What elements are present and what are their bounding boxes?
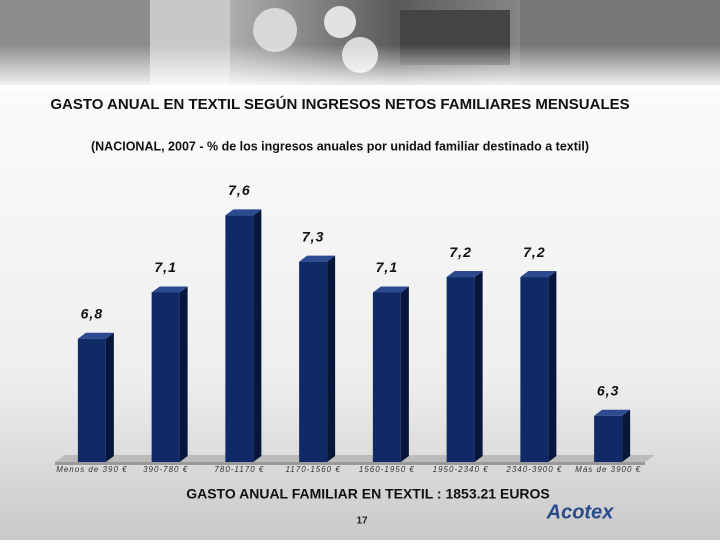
bar-top <box>520 271 557 278</box>
bar <box>594 415 623 462</box>
page-number: 17 <box>356 516 368 527</box>
floor <box>55 455 655 465</box>
x-tick-label: 390-780 € <box>143 465 188 474</box>
x-tick-label: 780-1170 € <box>214 465 264 474</box>
x-tick-label: 1560-1950 € <box>359 465 415 474</box>
value-label: 7,1 <box>376 259 398 275</box>
logo: Acotex <box>546 501 615 523</box>
bar-side <box>253 209 262 462</box>
x-tick-label: 2340-3900 € <box>505 465 562 474</box>
bar <box>77 338 106 462</box>
footer: GASTO ANUAL FAMILIAR EN TEXTIL : 1853.21… <box>186 486 550 502</box>
bar <box>446 277 475 462</box>
bar-top <box>225 209 262 216</box>
bar <box>520 277 549 462</box>
photo-strip <box>0 0 720 90</box>
bar-top <box>594 409 631 416</box>
bar <box>372 292 401 462</box>
bar-top <box>77 332 114 339</box>
bar-top <box>446 271 483 278</box>
bar <box>299 261 328 462</box>
x-tick-label: Más de 3900 € <box>575 465 641 474</box>
value-label: 7,2 <box>449 244 471 260</box>
chart-subtitle: (NACIONAL, 2007 - % de los ingresos anua… <box>91 139 589 153</box>
chart-title: GASTO ANUAL EN TEXTIL SEGÚN INGRESOS NET… <box>50 95 629 113</box>
bar-side <box>105 332 114 462</box>
value-label: 7,1 <box>154 259 176 275</box>
bar <box>225 215 254 462</box>
value-label: 6,8 <box>81 305 103 321</box>
bar-side <box>179 286 188 462</box>
value-label: 6,3 <box>597 382 619 398</box>
bar-side <box>400 286 409 462</box>
x-tick-label: Menos de 390 € <box>56 465 127 474</box>
x-tick-label: 1170-1560 € <box>285 465 340 474</box>
value-label: 7,2 <box>523 244 545 260</box>
bar-top <box>299 255 336 262</box>
bar <box>151 292 180 462</box>
bar-side <box>474 271 483 462</box>
bar-top <box>372 286 409 293</box>
value-label: 7,6 <box>228 182 250 198</box>
value-label: 7,3 <box>302 228 324 244</box>
x-tick-label: 1950-2340 € <box>433 465 489 474</box>
bar-side <box>327 255 336 462</box>
bar-side <box>622 409 631 462</box>
bar-top <box>151 286 188 293</box>
bar-side <box>548 271 557 462</box>
